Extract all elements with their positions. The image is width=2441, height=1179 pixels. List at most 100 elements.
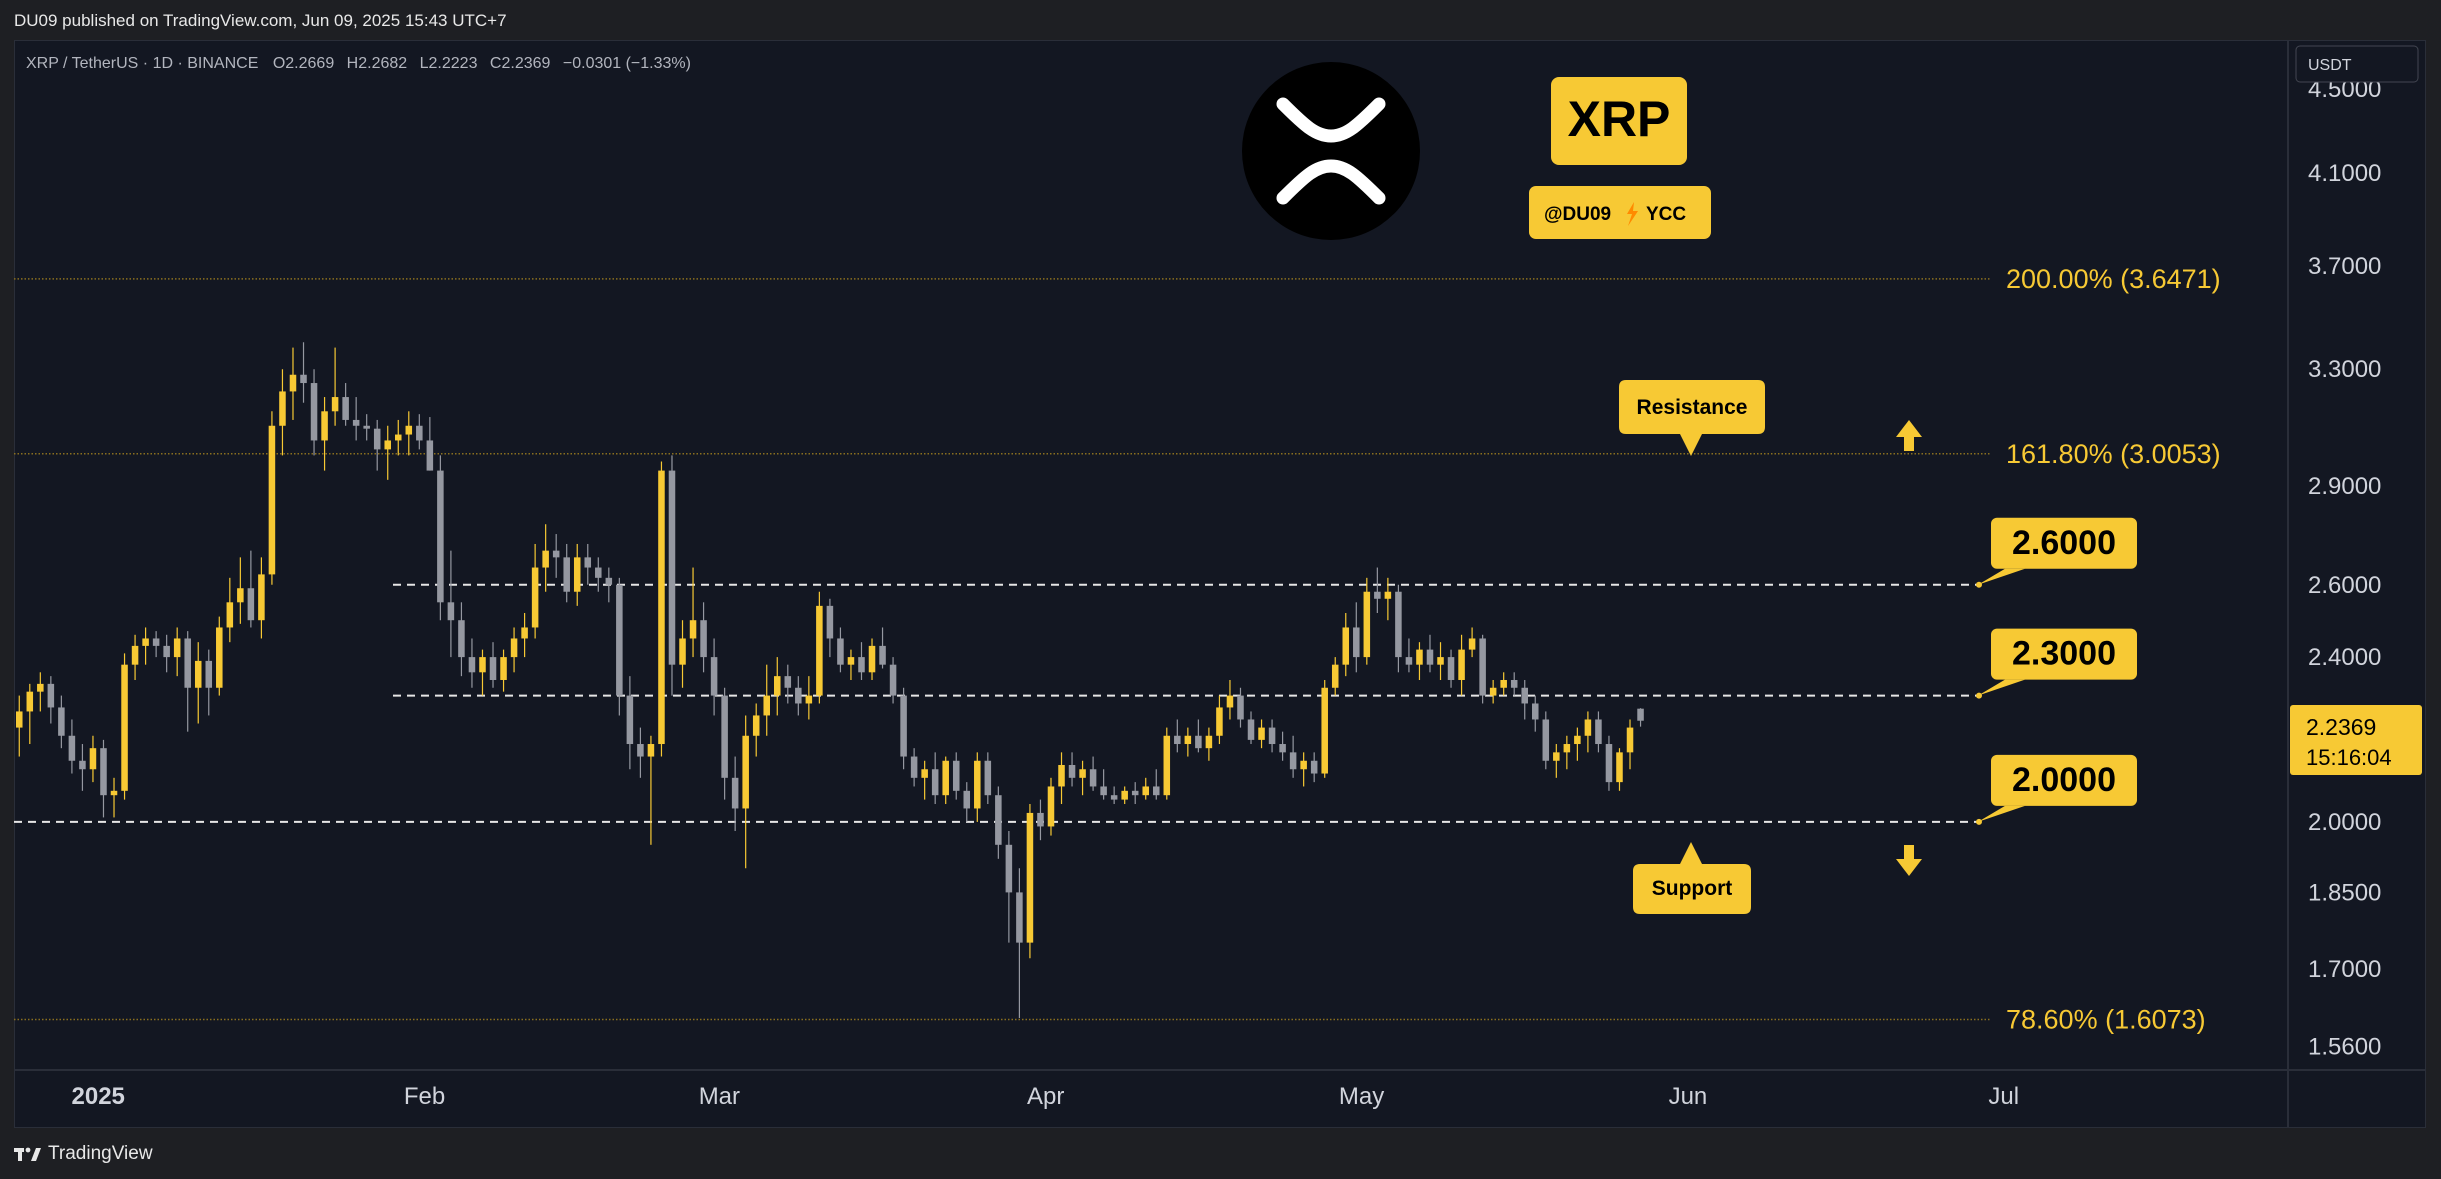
candle-body <box>47 683 55 708</box>
candle-body <box>995 795 1002 845</box>
candle-body <box>205 660 213 688</box>
candle-body <box>584 557 592 568</box>
candle-body <box>237 588 244 603</box>
candle-body <box>1058 764 1065 787</box>
symbol-info: XRP / TetherUS · 1D · BINANCE O2.2669 H2… <box>26 55 691 72</box>
candle-body <box>1584 719 1592 736</box>
level-callout-label: 2.3000 <box>2012 635 2116 673</box>
candle-body <box>1110 795 1118 800</box>
candle-body <box>100 748 107 796</box>
time-tick-label: Apr <box>1027 1083 1064 1110</box>
candle-body <box>258 574 265 621</box>
candle-body <box>1626 727 1634 753</box>
badge-suffix: YCC <box>1646 204 1686 225</box>
time-tick-label: Jul <box>1988 1083 2019 1110</box>
time-tick-label: May <box>1339 1083 1384 1110</box>
candle-body <box>721 695 728 778</box>
candle-body <box>110 790 118 796</box>
candle-body <box>963 790 971 809</box>
candle-body <box>131 645 139 665</box>
candle-body <box>816 605 823 696</box>
candle-body <box>310 383 318 441</box>
candle-body <box>805 695 813 704</box>
resistance-callout <box>1619 380 1765 456</box>
candle-body <box>68 735 76 761</box>
publish-info: DU09 published on TradingView.com, Jun 0… <box>14 11 507 30</box>
candle-body <box>1068 764 1076 778</box>
candle-body <box>1258 727 1265 740</box>
candle-body <box>1121 790 1128 800</box>
price-tick-label: 3.7000 <box>2308 253 2381 280</box>
candle-body <box>1605 744 1613 783</box>
candle-body <box>1563 744 1571 753</box>
candle-body <box>626 695 634 745</box>
candle-body <box>1184 735 1192 745</box>
candle-body <box>1142 786 1149 796</box>
candle-body <box>489 657 497 680</box>
candle-body <box>1279 744 1286 753</box>
candle-body <box>1131 790 1139 796</box>
current-price-box <box>2290 705 2422 775</box>
candle-body <box>1016 892 1023 943</box>
candle-body <box>1100 786 1107 796</box>
price-tick-label: 2.0000 <box>2308 809 2381 836</box>
candle-body <box>1174 735 1181 745</box>
time-tick-label: Mar <box>699 1083 740 1110</box>
candle-body <box>447 602 455 621</box>
price-tick-label: 2.6000 <box>2308 572 2381 599</box>
candle-body <box>605 577 613 585</box>
candle-body <box>910 756 918 778</box>
price-tick-label: 2.4000 <box>2308 644 2381 671</box>
candle-body <box>1616 752 1623 783</box>
price-tick-label: 1.5600 <box>2308 1034 2381 1061</box>
candle-body <box>1037 812 1044 827</box>
candle-body <box>679 638 686 665</box>
candle-body <box>173 638 181 658</box>
candle-body <box>1079 769 1086 778</box>
candle-body <box>1163 735 1171 796</box>
candle-body <box>1479 638 1486 696</box>
time-axis[interactable]: 2025 Feb Mar Apr May Jun Jul <box>72 1083 2020 1110</box>
candle-body <box>1047 786 1055 827</box>
candle-body <box>395 434 402 441</box>
candle-body <box>752 715 760 736</box>
candle-body <box>563 557 570 592</box>
ticker-text: XRP <box>1568 91 1671 147</box>
level-callout-box <box>1991 754 2137 806</box>
price-tick-label: 1.8500 <box>2308 879 2381 906</box>
candle-body <box>1574 735 1581 745</box>
candle-body <box>647 744 655 757</box>
candle-body <box>700 620 707 658</box>
candle-body <box>942 760 949 796</box>
tradingview-logo[interactable]: TradingView <box>14 1143 153 1165</box>
candle-body <box>384 440 391 450</box>
arrow-down-icon <box>1896 845 1922 876</box>
candle-body <box>1321 687 1328 774</box>
candle-body <box>1447 657 1455 680</box>
handle-badge <box>1529 186 1711 239</box>
price-axis[interactable]: 4.50004.10003.70003.30002.90002.60002.40… <box>2308 76 2381 1061</box>
candle-body <box>1426 649 1434 665</box>
candle-body <box>510 638 518 658</box>
candle-body <box>521 627 528 639</box>
candle-body <box>552 550 560 558</box>
candle-body <box>637 744 644 757</box>
level-anchor-dot <box>1976 818 1982 825</box>
candle-body <box>321 411 328 441</box>
level-callout-pointer <box>1978 568 2025 585</box>
candle-body <box>731 777 739 809</box>
candle-body <box>1500 679 1507 688</box>
time-tick-label: 2025 <box>72 1083 125 1110</box>
arrow-up-icon <box>1896 420 1922 451</box>
level-callouts: 2.6000 2.3000 2.0000 <box>1976 517 2137 825</box>
candle-body <box>1521 687 1528 704</box>
currency-button[interactable] <box>2295 45 2419 83</box>
candle-body <box>468 657 476 673</box>
candle-body <box>1510 679 1518 688</box>
candle-body <box>373 428 381 450</box>
candle-body <box>879 645 886 665</box>
candle-body <box>194 660 202 688</box>
candle-body <box>331 397 339 412</box>
candle-body <box>1005 844 1013 893</box>
